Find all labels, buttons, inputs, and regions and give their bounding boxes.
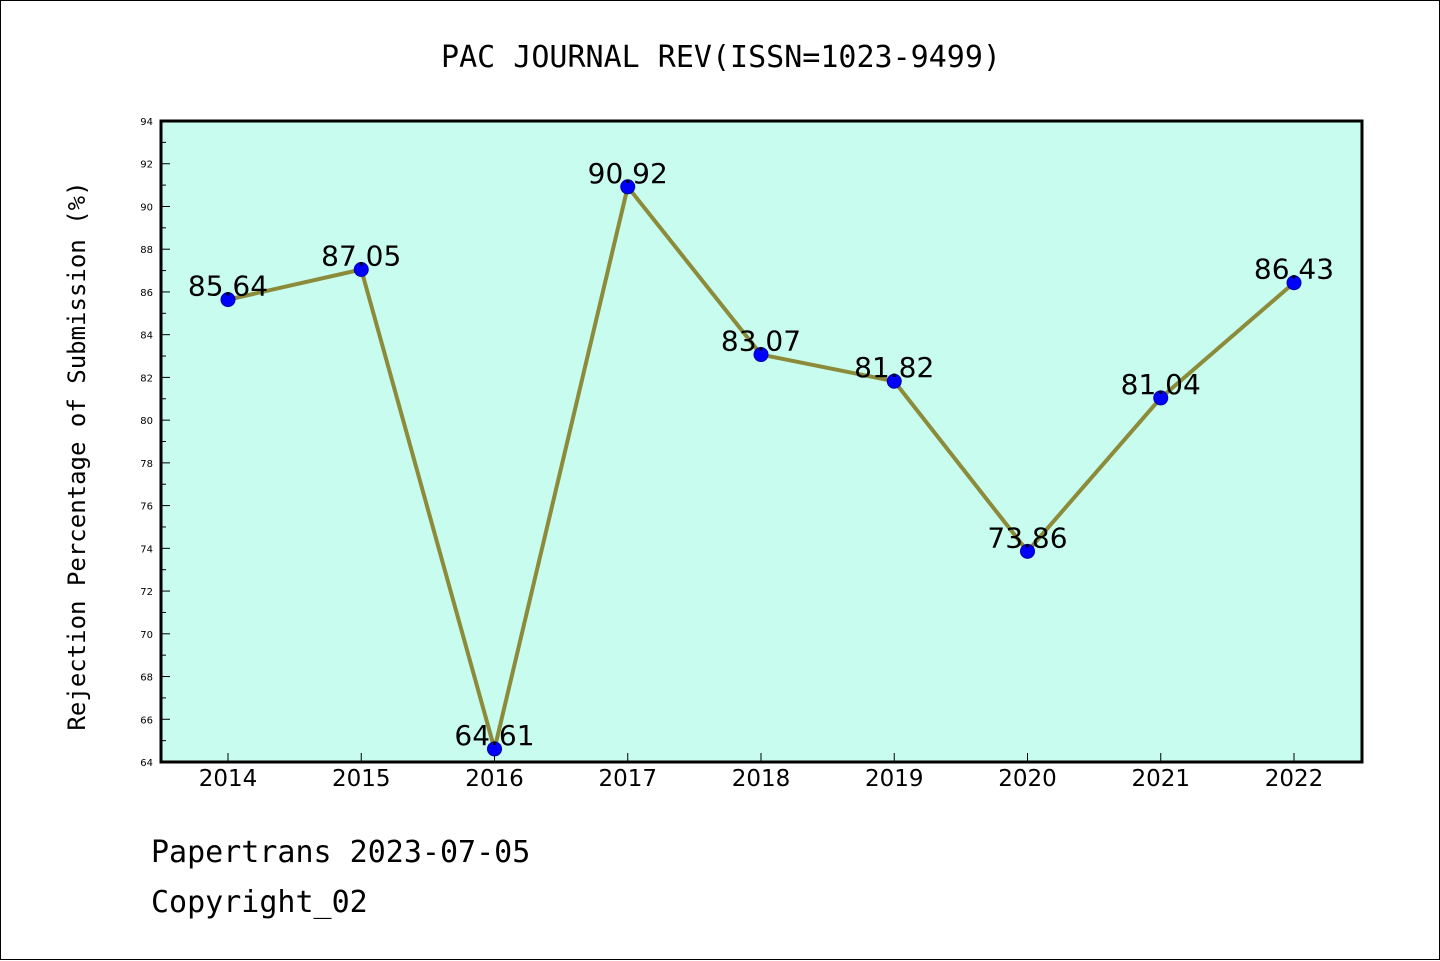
series-layer: 85.64 87.05 64.61 90.92 83.07 81.82 73.86 81.04… [188,157,1334,757]
y-tick-label: 82 [140,373,153,384]
data-point [1153,390,1169,406]
footer-copyright-line: Copyright_02 [151,885,368,920]
footer-date-line: Papertrans 2023-07-05 [151,835,531,870]
y-tick-label: 78 [140,459,153,470]
x-tick-label: 2022 [1265,766,1324,792]
y-tick-label: 84 [140,331,153,342]
data-label: 81.04 [1121,368,1201,401]
data-label: 86.43 [1254,253,1334,286]
chart-title: PAC JOURNAL REV(ISSN=1023-9499) [441,40,1001,75]
data-label: 83.07 [721,325,801,358]
y-axis-ticks: 64 66 68 70 72 74 76 78 80 82 84 86 88 90 92 94 [140,117,170,769]
y-tick-label: 94 [140,117,153,128]
data-point [220,292,236,308]
data-point [753,347,769,363]
data-point [487,741,502,757]
y-tick-label: 68 [140,673,153,684]
x-tick-label: 2015 [332,766,391,792]
y-tick-label: 64 [140,758,153,769]
plot-area [159,119,1364,764]
data-label: 90.92 [588,157,668,190]
y-tick-label: 66 [140,715,153,726]
data-point [353,261,369,277]
y-tick-label: 76 [140,502,153,513]
x-tick-label: 2016 [465,766,524,792]
y-tick-label: 74 [140,544,153,555]
x-tick-label: 2021 [1131,766,1190,792]
data-label: 87.05 [321,239,401,272]
y-axis-label: Rejection Percentage of Submission (%) [63,181,91,730]
data-point [1286,275,1302,291]
x-tick-label: 2020 [998,766,1057,792]
data-label: 81.82 [854,351,934,384]
x-axis-ticks: 2014 2015 2016 2017 2018 2019 2020 2021 2022 [199,753,1324,792]
y-tick-label: 80 [140,416,153,427]
y-tick-label: 92 [140,160,153,171]
data-label: 85.64 [188,270,268,303]
x-tick-label: 2019 [865,766,924,792]
data-label: 73.86 [987,521,1067,554]
y-tick-label: 70 [140,630,153,641]
data-label: 64.61 [454,719,534,752]
data-point [620,179,636,195]
x-tick-label: 2017 [598,766,657,792]
y-tick-label: 72 [140,587,153,598]
x-tick-label: 2014 [199,766,258,792]
y-tick-label: 86 [140,288,153,299]
y-tick-label: 90 [140,202,153,213]
data-point [886,373,902,389]
x-tick-label: 2018 [732,766,791,792]
data-point [1020,543,1035,559]
y-tick-label: 88 [140,245,153,256]
